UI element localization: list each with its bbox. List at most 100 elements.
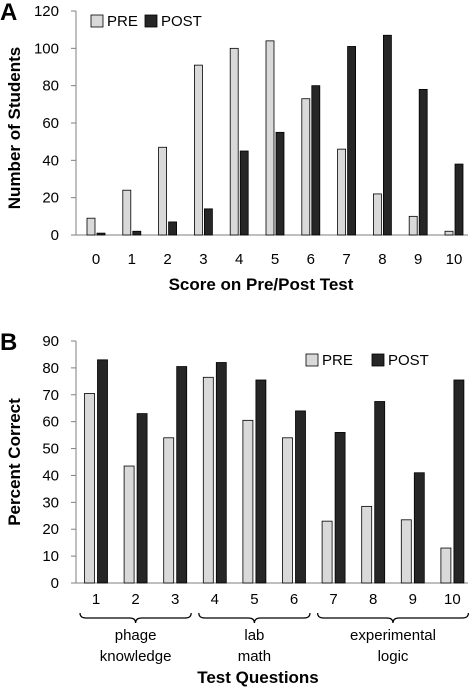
y-tick-label: 120 (34, 3, 59, 20)
x-tick-label: 2 (131, 591, 139, 608)
x-tick-label: 0 (92, 251, 100, 268)
x-tick-label: 5 (271, 251, 279, 268)
bar-post-7 (334, 432, 346, 584)
bar-post-0 (96, 232, 106, 236)
panel-letter-b: B (0, 329, 17, 356)
legend-label-pre: PRE (322, 352, 353, 369)
bar-post-5 (275, 131, 285, 236)
legend-swatch-pre (305, 353, 319, 367)
bar-pre-7 (337, 148, 347, 236)
bar-pre-10 (440, 547, 452, 584)
y-tick-label: 90 (42, 333, 59, 350)
bar-pre-1 (84, 393, 95, 584)
x-tick-label: 9 (414, 251, 422, 268)
y-axis-title-b: Percent Correct (5, 398, 24, 526)
bar-post-4 (215, 362, 227, 584)
x-tick-label: 6 (307, 251, 315, 268)
bar-pre-6 (301, 98, 311, 236)
bar-post-3 (176, 366, 188, 584)
y-tick-label: 20 (42, 521, 59, 538)
group-label: math (238, 648, 271, 665)
bar-post-9 (418, 89, 428, 236)
group-label: phage (115, 627, 157, 644)
y-tick-label: 70 (42, 387, 59, 404)
group-label: logic (378, 648, 409, 665)
x-tick-label: 9 (409, 591, 417, 608)
bar-post-2 (168, 221, 178, 236)
y-tick-label: 0 (51, 575, 59, 592)
x-tick-label: 5 (250, 591, 258, 608)
x-tick-label: 10 (446, 251, 463, 268)
group-brace (317, 612, 469, 624)
bar-pre-3 (193, 64, 203, 236)
y-tick-label: 0 (51, 227, 59, 244)
y-tick-label: 80 (42, 360, 59, 377)
y-tick-label: 60 (42, 115, 59, 132)
x-tick-label: 8 (369, 591, 377, 608)
x-tick-label: 6 (290, 591, 298, 608)
bar-pre-9 (408, 215, 418, 236)
group-label: lab (244, 627, 264, 644)
bar-post-1 (97, 359, 108, 584)
bar-post-6 (295, 410, 306, 584)
y-tick-label: 10 (42, 548, 59, 565)
group-brace (79, 612, 192, 624)
bar-pre-6 (282, 437, 293, 584)
y-tick-label: 30 (42, 494, 59, 511)
bar-post-6 (311, 85, 321, 236)
bar-post-2 (136, 413, 148, 584)
legend-swatch-pre (90, 14, 104, 28)
bar-pre-5 (265, 40, 275, 236)
x-axis-title-b: Test Questions (197, 668, 319, 687)
chart-panel-b: B Percent Correct Test Questions 0 10 20 30… (0, 329, 469, 687)
y-tick-label: 40 (42, 467, 59, 484)
bar-pre-3 (163, 437, 175, 584)
legend-swatch-post (371, 353, 385, 367)
bar-post-10 (454, 163, 464, 236)
x-tick-label: 7 (342, 251, 350, 268)
chart-panel-a: A Number of Students Score on Pre/Post T… (0, 0, 468, 294)
bar-pre-4 (229, 47, 239, 236)
y-axis-title-a: Number of Students (5, 47, 24, 209)
bar-pre-1 (122, 189, 132, 236)
bar-pre-0 (86, 217, 96, 236)
bar-pre-5 (242, 419, 254, 584)
y-tick-label: 50 (42, 441, 59, 458)
x-tick-label: 7 (329, 591, 337, 608)
bar-pre-7 (321, 520, 333, 584)
panel-letter-a: A (0, 0, 17, 26)
x-tick-label: 3 (171, 591, 179, 608)
x-tick-label: 4 (235, 251, 243, 268)
bar-pre-4 (202, 376, 214, 584)
y-tick-label: 20 (42, 190, 59, 207)
x-tick-label: 4 (211, 591, 219, 608)
bar-post-5 (255, 379, 267, 584)
bar-pre-8 (361, 505, 373, 584)
x-tick-label: 1 (128, 251, 136, 268)
x-tick-label: 1 (92, 591, 100, 608)
x-tick-label: 8 (378, 251, 386, 268)
bar-pre-10 (444, 230, 454, 236)
legend-label-pre: PRE (107, 13, 138, 30)
bar-pre-2 (158, 146, 168, 236)
bar-post-10 (453, 379, 465, 584)
bar-post-9 (413, 472, 425, 584)
group-label: experimental (350, 627, 436, 644)
bar-pre-9 (400, 519, 412, 584)
x-axis-title-a: Score on Pre/Post Test (169, 275, 354, 294)
legend-label-post: POST (388, 352, 429, 369)
group-brace (198, 612, 311, 624)
bar-post-3 (203, 208, 213, 236)
y-tick-label: 80 (42, 78, 59, 95)
y-tick-label: 100 (34, 40, 59, 57)
bar-pre-2 (123, 465, 135, 584)
bar-post-8 (374, 401, 386, 584)
legend-swatch-post (144, 14, 158, 28)
bar-post-4 (239, 150, 249, 236)
bar-post-7 (347, 46, 357, 236)
y-tick-label: 40 (42, 152, 59, 169)
group-label: knowledge (100, 648, 172, 665)
x-tick-label: 2 (163, 251, 171, 268)
bar-post-8 (382, 34, 392, 236)
